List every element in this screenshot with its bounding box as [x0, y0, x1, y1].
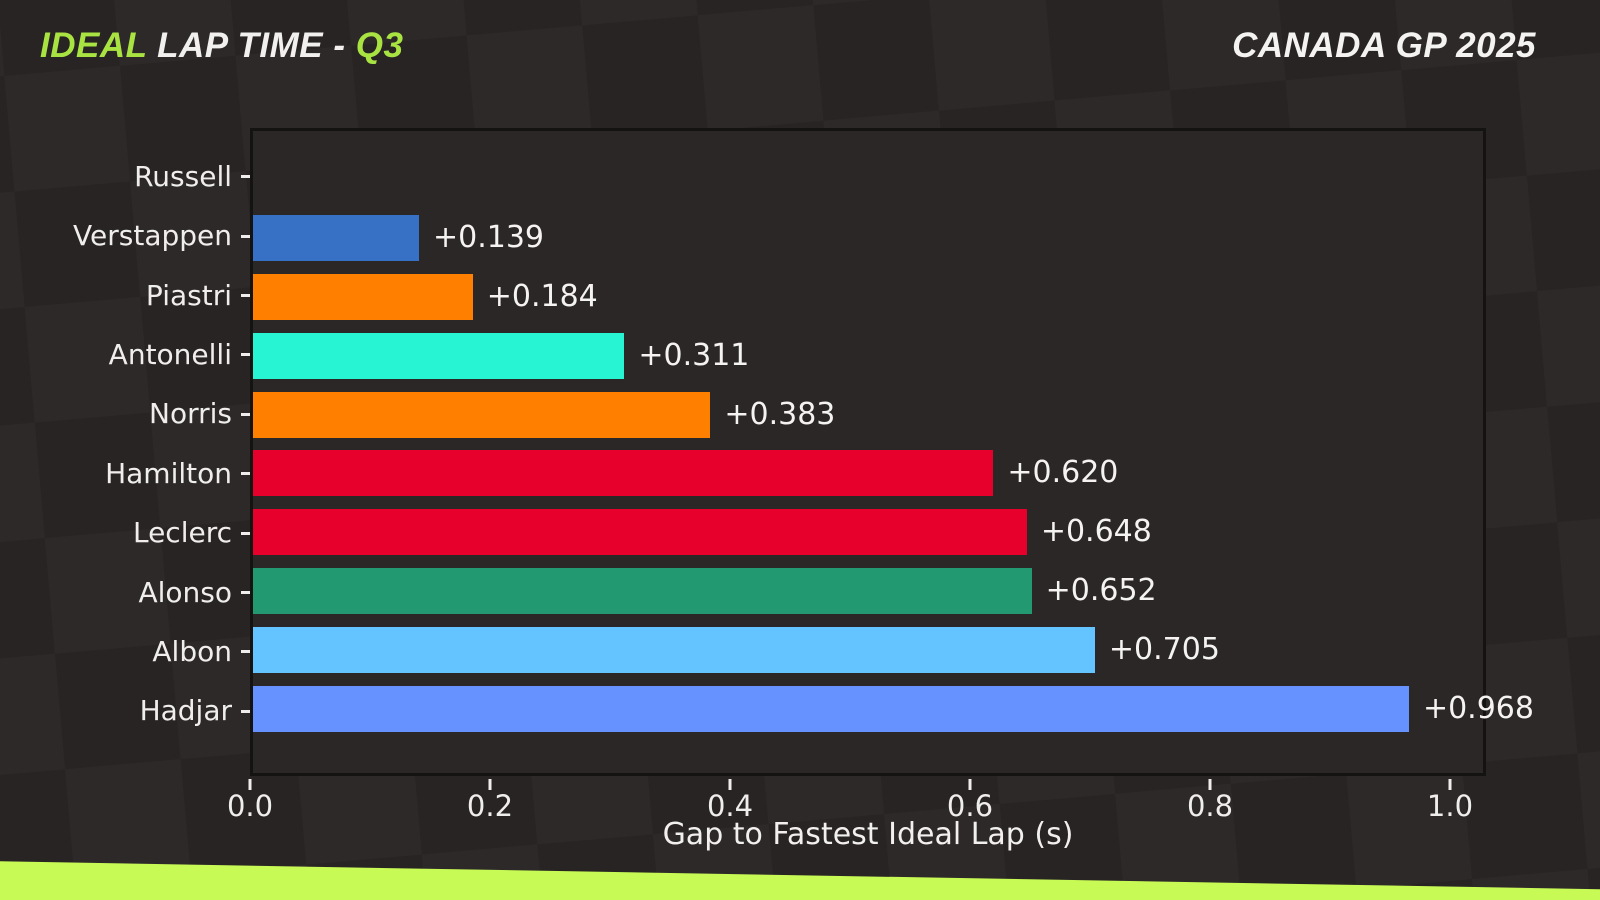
y-label-row: Leclerc	[0, 503, 250, 562]
bar-rows: +0.139 +0.184 +0.311 +0.383 +0.620 +0.648 +0.6…	[253, 131, 1534, 773]
gap-value-label: +0.652	[1045, 572, 1157, 608]
gap-value-label: +0.184	[486, 278, 598, 314]
bar-row: +0.968	[253, 679, 1534, 738]
y-label-row: Hamilton	[0, 444, 250, 503]
driver-label: Leclerc	[132, 516, 232, 550]
header: IDEAL LAP TIME - Q3 CANADA GP 2025	[40, 22, 1536, 70]
title-session-prefix: IDEAL	[40, 26, 147, 65]
y-tick-mark	[241, 591, 250, 595]
y-tick-mark	[241, 709, 250, 713]
bar-albon	[253, 626, 1095, 673]
gap-value-label: +0.311	[638, 337, 750, 373]
gap-value-label: +0.648	[1040, 514, 1152, 550]
x-tick-label: 0.6	[946, 789, 994, 823]
driver-label: Hamilton	[105, 456, 232, 490]
bar-row	[253, 150, 1483, 209]
title-main: LAP TIME -	[146, 26, 356, 65]
x-tick-label: 1.0	[1426, 789, 1474, 823]
driver-label: Alonso	[138, 575, 232, 609]
x-tick-mark	[1208, 779, 1212, 790]
driver-label: Norris	[149, 397, 232, 431]
bar-hadjar	[253, 685, 1409, 732]
bar-hamilton	[253, 450, 994, 497]
page-title: IDEAL LAP TIME - Q3	[40, 26, 403, 66]
x-tick-mark	[968, 779, 972, 790]
bar-row: +0.139	[253, 209, 1483, 268]
y-label-row: Norris	[0, 385, 250, 444]
plot-area: +0.139 +0.184 +0.311 +0.383 +0.620 +0.648 +0.6…	[250, 128, 1534, 776]
bar-leclerc	[253, 509, 1027, 556]
x-tick-mark	[488, 779, 492, 790]
driver-label: Albon	[152, 634, 232, 668]
x-tick-mark	[248, 779, 252, 790]
driver-label: Hadjar	[139, 694, 232, 728]
x-axis-title: Gap to Fastest Ideal Lap (s)	[662, 817, 1074, 852]
y-label-row: Russell	[0, 147, 250, 206]
bar-row: +0.383	[253, 385, 1483, 444]
bar-row: +0.705	[253, 620, 1483, 679]
bar-row: +0.648	[253, 503, 1483, 562]
x-axis: 0.0 0.2 0.4 0.6 0.8 1.0	[227, 779, 1486, 839]
title-session: Q3	[355, 26, 404, 65]
gap-value-label: +0.705	[1108, 631, 1220, 667]
x-tick-label: 0.4	[706, 789, 754, 823]
x-tick-label: 0.2	[466, 789, 514, 823]
event-title: CANADA GP 2025	[1232, 26, 1536, 65]
y-tick-mark	[241, 175, 250, 179]
bar-alonso	[253, 567, 1032, 614]
x-tick-mark	[1448, 779, 1452, 790]
y-label-row: Albon	[0, 622, 250, 681]
y-tick-mark	[241, 472, 250, 476]
bar-row: +0.652	[253, 562, 1483, 621]
bar-row: +0.620	[253, 444, 1483, 503]
y-tick-mark	[241, 531, 250, 535]
y-label-row: Antonelli	[0, 325, 250, 384]
bar-antonelli	[253, 332, 625, 379]
y-tick-mark	[241, 353, 250, 357]
bar-norris	[253, 391, 711, 438]
y-tick-mark	[241, 650, 250, 654]
y-tick-mark	[241, 294, 250, 298]
gap-value-label: +0.968	[1422, 690, 1534, 726]
y-tick-mark	[241, 234, 250, 238]
bar-row: +0.311	[253, 326, 1483, 385]
bar-verstappen	[253, 215, 419, 262]
y-tick-mark	[241, 412, 250, 416]
bar-piastri	[253, 273, 473, 320]
x-tick-label: 0.8	[1186, 789, 1234, 823]
y-axis-labels: Russell Verstappen Piastri Antonelli Norris H…	[0, 128, 250, 776]
driver-label: Piastri	[145, 278, 232, 312]
y-label-row: Alonso	[0, 563, 250, 622]
y-label-row: Hadjar	[0, 682, 250, 741]
driver-label: Antonelli	[108, 337, 232, 371]
gap-value-label: +0.383	[724, 396, 836, 432]
x-tick-mark	[728, 779, 732, 790]
gap-value-label: +0.620	[1007, 455, 1119, 491]
gap-value-label: +0.139	[432, 220, 545, 256]
bar-row: +0.184	[253, 268, 1483, 327]
driver-label: Verstappen	[73, 219, 232, 253]
x-tick-label: 0.0	[226, 789, 274, 823]
y-label-row: Piastri	[0, 266, 250, 325]
driver-label: Russell	[134, 159, 232, 193]
y-label-row: Verstappen	[0, 206, 250, 265]
